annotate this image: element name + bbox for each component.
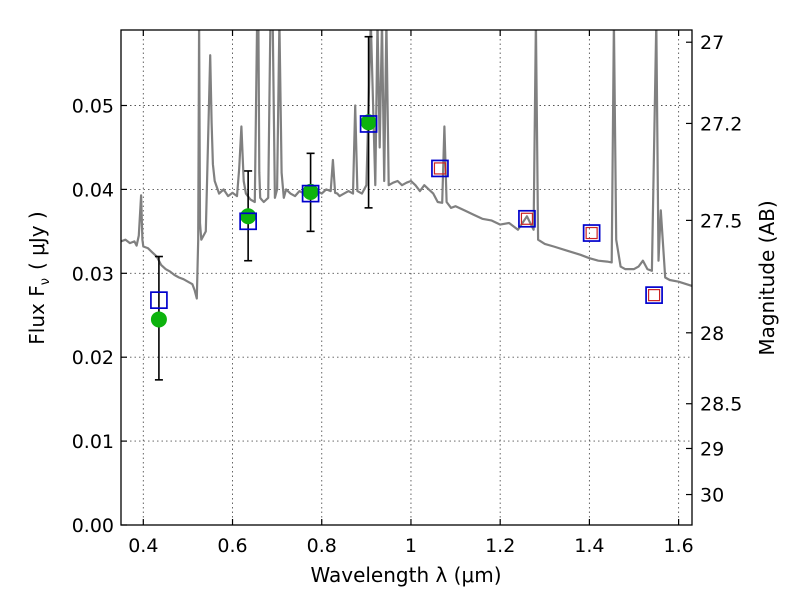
model-point: [582, 224, 601, 242]
magnitude-tick-label: 27: [700, 32, 724, 54]
model-point: [239, 212, 257, 231]
model-points-inner: [433, 162, 661, 302]
spectrum-line: [121, 30, 692, 300]
magnitude-tick-label: 30: [700, 485, 724, 507]
model-point: [359, 115, 378, 133]
observed-point: [302, 183, 319, 200]
grid-lines: [121, 30, 692, 525]
model-point-inner: [520, 212, 534, 225]
magnitude-tick-label: 29: [700, 438, 724, 460]
observed-point: [360, 114, 377, 131]
x-tick-label: 0.8: [307, 535, 337, 557]
x-axis-ticks: 0.4 0.6 0.8 1 1.2 1.4 1.6: [128, 30, 694, 557]
plot-frame: [120, 29, 693, 526]
model-point: [301, 184, 320, 203]
y-axis-ticks: 0.00 0.01 0.02 0.03 0.04 0.05: [72, 96, 127, 537]
model-points: [150, 115, 663, 310]
model-point: [150, 291, 168, 310]
model-point: [431, 159, 449, 178]
magnitude-axis-label: Magnitude (AB): [755, 200, 779, 355]
magnitude-tick-label: 27.5: [700, 210, 742, 232]
model-point: [645, 286, 663, 304]
y-axis-label-subscript: ν: [38, 278, 53, 285]
y-axis-label-main: Flux F: [25, 285, 49, 344]
y-tick-label: 0.03: [72, 263, 114, 285]
x-tick-label: 1: [405, 535, 417, 557]
magnitude-axis-ticks: 27 27.2 27.5 28 28.5 29 30: [686, 32, 742, 507]
x-tick-label: 0.4: [128, 535, 158, 557]
observed-point: [240, 208, 257, 225]
model-spectrum: [121, 30, 692, 300]
x-tick-label: 0.6: [217, 535, 247, 557]
observed-point: [150, 311, 167, 328]
model-point-inner: [585, 226, 598, 240]
x-tick-label: 1.6: [664, 535, 694, 557]
magnitude-tick-label: 28.5: [700, 394, 742, 416]
plot-background: [121, 30, 692, 525]
y-tick-label: 0.02: [72, 347, 114, 369]
magnitude-tick-label: 28: [700, 323, 724, 345]
y-tick-label: 0.01: [72, 431, 114, 453]
x-tick-label: 1.2: [485, 535, 515, 557]
x-axis-label: Wavelength λ (μm): [310, 563, 501, 587]
y-axis-label: Flux Fν ( μJy ): [25, 211, 53, 344]
y-tick-label: 0.00: [72, 515, 114, 537]
model-point-inner: [647, 289, 661, 302]
model-point-inner: [433, 162, 447, 175]
x-tick-label: 1.4: [574, 535, 604, 557]
model-point: [518, 209, 536, 228]
y-tick-label: 0.05: [72, 96, 114, 118]
y-axis-label-unit: ( μJy ): [25, 211, 49, 270]
y-tick-label: 0.04: [72, 179, 114, 201]
magnitude-tick-label: 27.2: [700, 113, 742, 135]
